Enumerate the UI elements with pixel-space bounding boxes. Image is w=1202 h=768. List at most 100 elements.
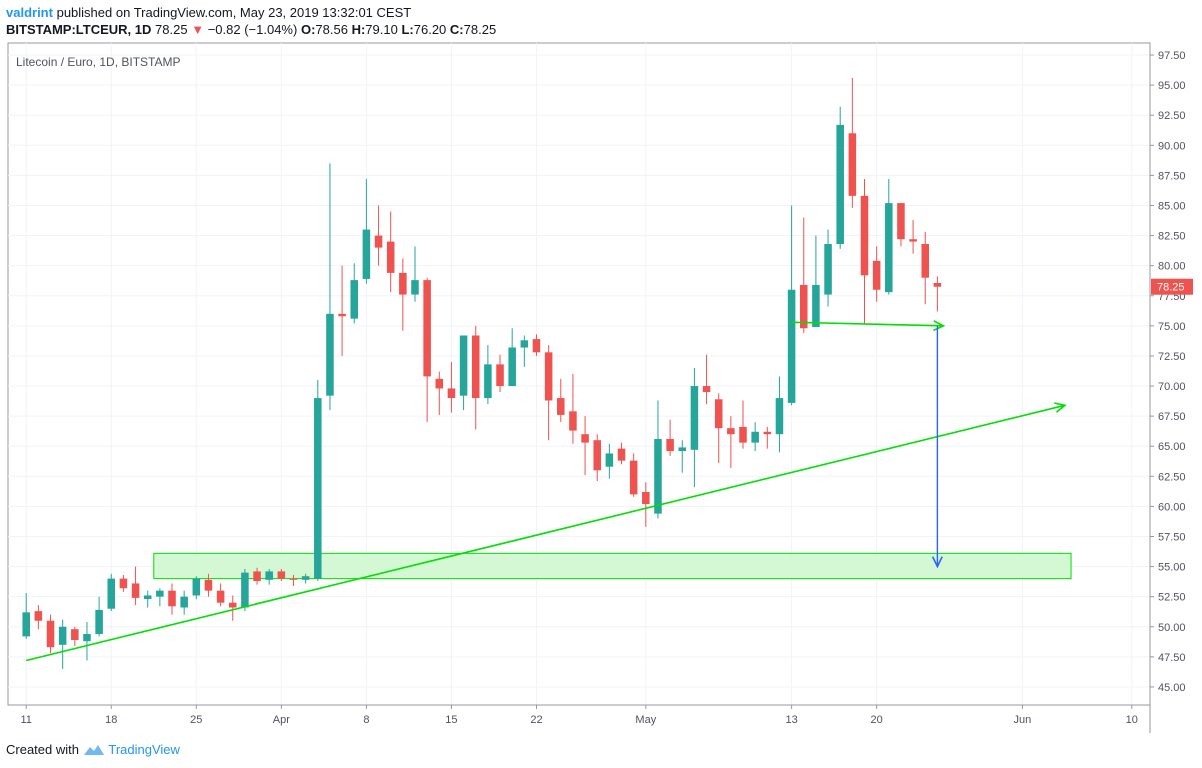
- candle-body-up: [520, 340, 529, 348]
- candle-body-down: [374, 235, 383, 248]
- candle-body-down: [763, 431, 772, 435]
- low-label: L:: [401, 22, 414, 37]
- chart-title: Litecoin / Euro, 1D, BITSTAMP: [16, 55, 181, 69]
- x-tick-label: Jun: [1014, 714, 1032, 726]
- x-tick-label: 8: [363, 714, 369, 726]
- candle-body-down: [399, 272, 407, 295]
- plot-area[interactable]: [7, 42, 1151, 706]
- candle-body-down: [702, 386, 711, 393]
- candle-body-down: [666, 438, 674, 452]
- candle-body-down: [897, 203, 905, 240]
- x-tick-label: Apr: [273, 714, 290, 726]
- candle-body-up: [654, 438, 662, 514]
- publisher-username[interactable]: valdrint: [6, 5, 53, 20]
- tradingview-logo-icon: [83, 745, 104, 755]
- y-tick-label: 57.50: [1158, 531, 1186, 543]
- x-tick-label: 13: [785, 714, 797, 726]
- candle-body-up: [775, 398, 784, 435]
- candle-body-up: [885, 203, 893, 293]
- published-text: published on TradingView.com, May 23, 20…: [56, 5, 412, 20]
- y-tick-label: 60.00: [1158, 501, 1186, 513]
- candle-body-up: [508, 347, 516, 387]
- candle-body-up: [787, 289, 796, 403]
- candle-body-up: [484, 364, 492, 399]
- price-axis[interactable]: 45.00 47.50 50.00 52.50 55.00 57.50 60.00 62.50…: [1150, 50, 1186, 694]
- candle-body-down: [593, 440, 601, 471]
- y-tick-label: 62.50: [1158, 471, 1186, 483]
- candle-body-up: [58, 626, 67, 645]
- y-tick-label: 75.00: [1158, 321, 1186, 333]
- candle-body-down: [872, 260, 881, 290]
- candle-body-down: [848, 133, 857, 196]
- y-tick-label: 47.50: [1158, 652, 1186, 664]
- x-tick-label: 25: [190, 714, 202, 726]
- support-zone-rect: [153, 552, 1072, 580]
- down-arrowhead: [931, 556, 943, 569]
- candle-body-down: [642, 491, 650, 504]
- last-price-tag: 78.25: [1151, 278, 1193, 295]
- annotations: [26, 320, 1067, 662]
- candle-body-up: [459, 335, 468, 396]
- candle-body-down: [496, 364, 504, 387]
- y-tick-label: 87.50: [1158, 170, 1186, 182]
- candle-body-down: [909, 239, 917, 242]
- price-change: −0.82 (−1.04%): [207, 22, 298, 37]
- ascending-trendline: [26, 404, 1066, 662]
- candle-body-down: [860, 195, 869, 276]
- candle-body-up: [678, 447, 687, 452]
- tradingview-brand-link[interactable]: TradingView: [108, 742, 180, 757]
- candle-body-up: [350, 280, 359, 319]
- x-tick-label: May: [635, 714, 656, 726]
- candle-body-down: [253, 571, 261, 582]
- candles: [22, 77, 942, 669]
- down-triangle-icon: ▼: [191, 22, 205, 37]
- last-price: 78.25: [155, 22, 188, 37]
- y-tick-label: 45.00: [1158, 682, 1186, 694]
- candle-body-down: [447, 388, 456, 399]
- symbol: BITSTAMP:LTCEUR, 1D: [6, 22, 152, 37]
- candle-body-up: [812, 284, 820, 328]
- candle-body-down: [921, 244, 930, 278]
- candle-body-up: [314, 398, 322, 579]
- y-tick-label: 72.50: [1158, 351, 1186, 363]
- candle-body-down: [569, 411, 577, 431]
- candle-body-down: [557, 398, 565, 415]
- y-tick-label: 55.00: [1158, 562, 1186, 574]
- x-tick-label: 15: [445, 714, 457, 726]
- y-tick-label: 85.00: [1158, 200, 1186, 212]
- candle-body-up: [326, 313, 334, 396]
- y-tick-label: 52.50: [1158, 592, 1186, 604]
- high-value: 79.10: [365, 22, 398, 37]
- y-tick-label: 95.00: [1158, 80, 1186, 92]
- footer: Created with TradingView: [6, 742, 180, 758]
- publisher-line: valdrint published on TradingView.com, M…: [6, 5, 411, 21]
- candle-body-up: [362, 229, 371, 279]
- candle-body-up: [411, 280, 419, 295]
- x-tick-label: 20: [871, 714, 883, 726]
- time-axis[interactable]: 11 18 25 Apr 8 15 22 May 13 20 Jun 10: [21, 705, 1138, 726]
- high-label: H:: [351, 22, 366, 37]
- close-label: C:: [449, 22, 464, 37]
- candle-body-down: [471, 335, 480, 399]
- candle-body-down: [338, 313, 346, 317]
- last-price-label: 78.25: [1157, 282, 1185, 294]
- candle-body-down: [727, 428, 735, 435]
- trendline-arrowhead: [1054, 402, 1067, 413]
- grid-lines: [8, 43, 1150, 705]
- candle-body-down: [131, 583, 140, 598]
- candle-body-down: [435, 378, 444, 389]
- candle-body-up: [107, 578, 116, 609]
- candle-body-up: [241, 572, 249, 608]
- y-tick-label: 82.50: [1158, 231, 1186, 243]
- candle-body-up: [143, 595, 152, 600]
- candle-body-down: [119, 578, 128, 589]
- candle-body-down: [629, 460, 638, 495]
- candle-body-down: [228, 602, 237, 608]
- x-tick-label: 11: [21, 714, 32, 726]
- candle-body-down: [799, 284, 808, 329]
- candle-body-up: [83, 633, 91, 642]
- open-value: 78.56: [315, 22, 348, 37]
- candle-body-down: [168, 590, 176, 607]
- candle-body-down: [544, 352, 553, 401]
